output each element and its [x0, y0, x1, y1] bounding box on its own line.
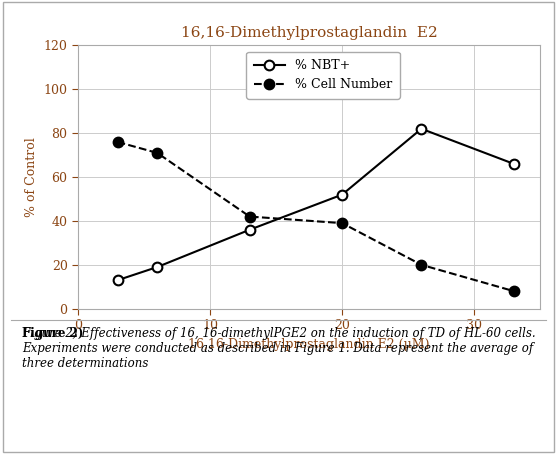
% NBT+ [339, 192, 345, 197]
% Cell Number [511, 288, 517, 294]
% Cell Number [246, 214, 253, 219]
Line: % NBT+: % NBT+ [113, 124, 519, 285]
Title: 16,16-Dimethylprostaglandin  E2: 16,16-Dimethylprostaglandin E2 [181, 26, 437, 40]
% NBT+ [246, 227, 253, 232]
X-axis label: 16,16-Dimethylprostaglandin E2 (μM): 16,16-Dimethylprostaglandin E2 (μM) [188, 338, 430, 350]
% Cell Number [339, 221, 345, 226]
Legend: % NBT+, % Cell Number: % NBT+, % Cell Number [246, 52, 399, 99]
% NBT+ [511, 161, 517, 167]
Line: % Cell Number: % Cell Number [113, 137, 519, 296]
% NBT+ [418, 126, 425, 132]
Text: Figure 2): Figure 2) [22, 327, 84, 340]
% Cell Number [154, 150, 160, 156]
Text: Figure 2) Effectiveness of 16, 16-dimethylPGE2 on the induction of TD of HL-60 c: Figure 2) Effectiveness of 16, 16-dimeth… [22, 327, 536, 370]
Y-axis label: % of Control: % of Control [25, 137, 38, 217]
% NBT+ [114, 277, 121, 283]
% Cell Number [114, 139, 121, 145]
% NBT+ [154, 264, 160, 270]
% Cell Number [418, 262, 425, 267]
